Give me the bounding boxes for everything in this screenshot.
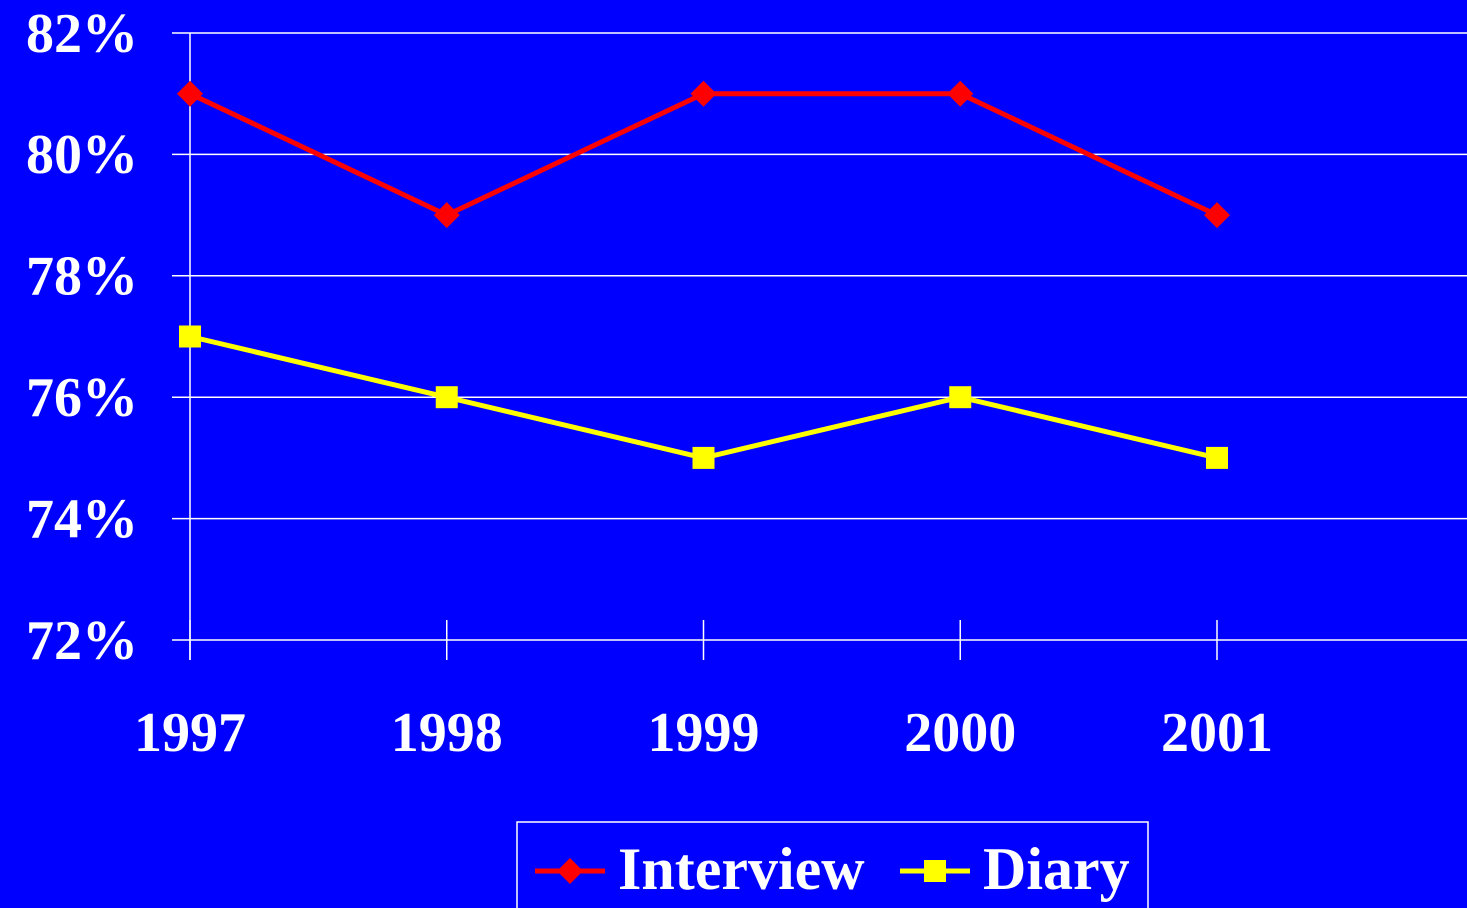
legend-label: Interview [618,836,865,902]
x-tick-label: 1997 [134,702,246,764]
x-tick-label: 2001 [1161,702,1273,764]
y-tick-label: 78% [26,246,138,308]
marker [557,858,583,884]
marker [433,202,460,229]
marker [692,446,715,469]
marker [177,80,203,107]
marker [435,386,458,409]
y-tick-label: 80% [26,124,138,186]
x-tick-label: 2000 [904,702,1016,764]
y-tick-label: 82% [26,3,138,65]
marker [690,80,717,107]
y-tick-label: 76% [26,367,138,429]
marker [924,860,946,882]
legend-box [516,821,1149,908]
marker [179,325,201,348]
x-tick-label: 1999 [648,702,760,764]
y-tick-label: 72% [26,610,138,672]
x-tick-label: 1998 [391,702,503,764]
marker [949,386,972,409]
marker [1204,202,1230,229]
marker [1206,446,1228,469]
marker [947,80,974,107]
y-tick-label: 74% [26,488,138,550]
legend-label: Diary [983,836,1130,902]
